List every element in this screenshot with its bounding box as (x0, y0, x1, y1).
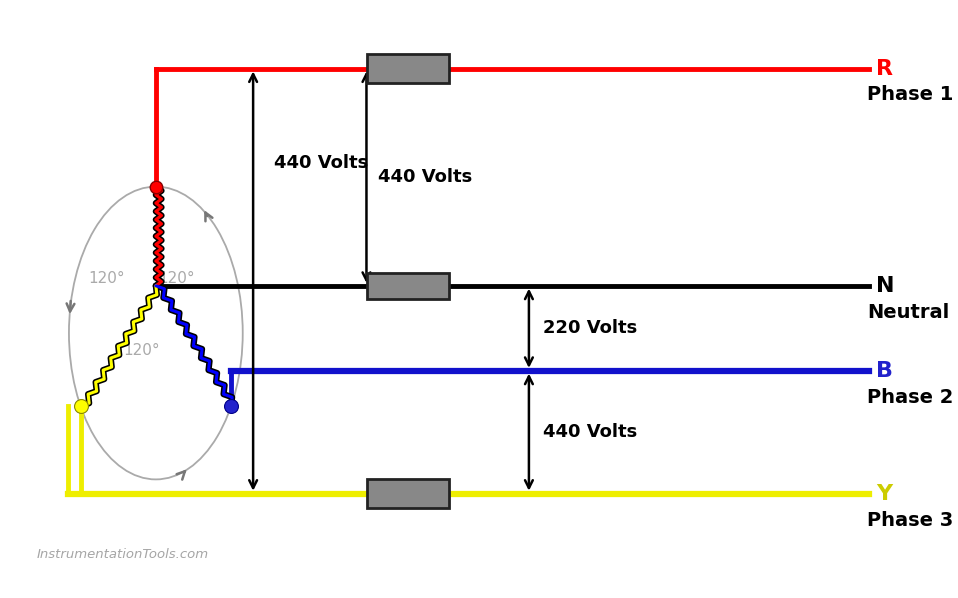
Text: InstrumentationTools.com: InstrumentationTools.com (36, 548, 209, 562)
Text: Phase 2: Phase 2 (867, 388, 953, 407)
Text: 120°: 120° (124, 343, 160, 358)
Text: Phase 3: Phase 3 (867, 511, 953, 529)
Text: 120°: 120° (88, 271, 125, 286)
FancyBboxPatch shape (368, 54, 448, 83)
Text: B: B (877, 361, 894, 381)
Text: 440 Volts: 440 Volts (543, 423, 637, 441)
Text: R: R (877, 59, 894, 78)
FancyBboxPatch shape (368, 273, 448, 298)
Text: 120°: 120° (158, 271, 194, 286)
FancyBboxPatch shape (368, 480, 448, 508)
Text: 440 Volts: 440 Volts (274, 154, 368, 172)
Text: 440 Volts: 440 Volts (377, 168, 472, 186)
Text: Y: Y (877, 484, 893, 504)
Text: Neutral: Neutral (867, 303, 949, 322)
Text: Phase 1: Phase 1 (867, 86, 953, 105)
Text: N: N (877, 276, 895, 296)
Text: 220 Volts: 220 Volts (543, 319, 637, 337)
